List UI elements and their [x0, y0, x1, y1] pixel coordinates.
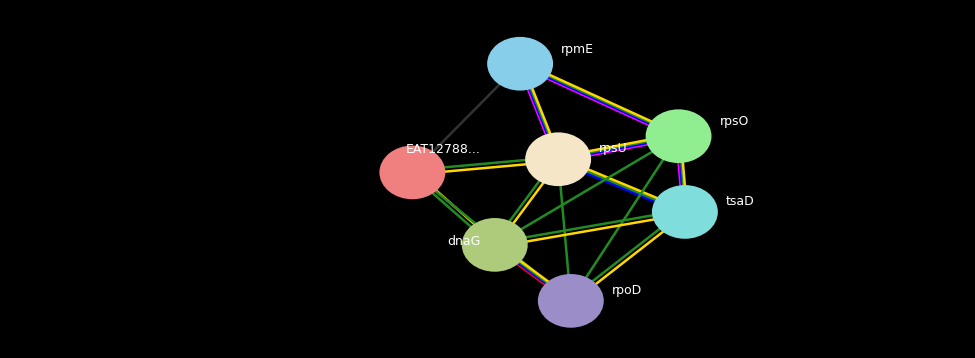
Ellipse shape — [526, 132, 591, 186]
Ellipse shape — [379, 146, 446, 199]
Text: rpsO: rpsO — [720, 115, 749, 129]
Ellipse shape — [652, 185, 718, 239]
Text: rpsU: rpsU — [600, 142, 628, 155]
Text: dnaG: dnaG — [448, 235, 481, 248]
Ellipse shape — [645, 109, 712, 163]
Text: tsaD: tsaD — [726, 195, 755, 208]
Ellipse shape — [538, 274, 604, 328]
Ellipse shape — [462, 218, 527, 272]
Ellipse shape — [488, 37, 553, 91]
Text: rpmE: rpmE — [562, 43, 595, 56]
Text: rpoD: rpoD — [612, 284, 643, 297]
Text: EAT12788...: EAT12788... — [406, 142, 481, 156]
